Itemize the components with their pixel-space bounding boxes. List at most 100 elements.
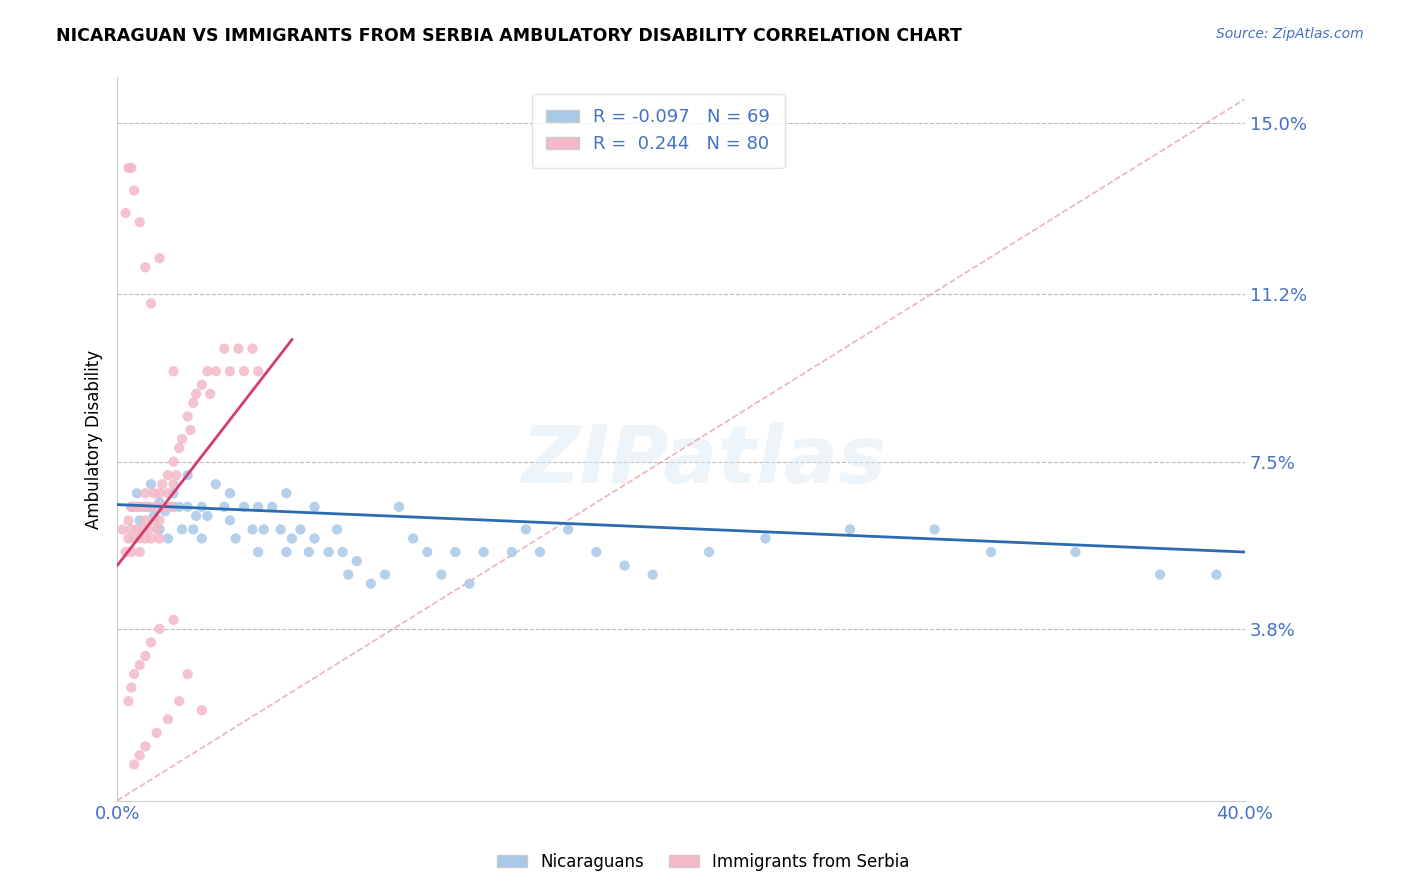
Point (225, 532, 247, 546)
Point (430, 567, 453, 582)
Point (114, 545, 136, 559)
Point (247, 545, 270, 559)
Point (139, 635, 162, 649)
Point (162, 477, 184, 491)
Point (176, 500, 198, 514)
Point (134, 260, 156, 275)
Point (1064, 545, 1087, 559)
Point (128, 658, 150, 673)
Point (122, 500, 145, 514)
Point (156, 486, 179, 500)
Point (170, 523, 193, 537)
Point (111, 523, 134, 537)
Point (184, 387, 207, 401)
Point (145, 500, 167, 514)
Point (262, 500, 284, 514)
Point (128, 215, 150, 229)
Point (120, 500, 142, 514)
Point (122, 667, 145, 681)
Point (125, 523, 148, 537)
Point (197, 364, 219, 378)
Point (117, 161, 139, 175)
Point (134, 648, 156, 663)
Point (142, 513, 165, 527)
Point (181, 396, 204, 410)
Point (924, 523, 946, 537)
Point (162, 613, 184, 627)
Point (148, 513, 170, 527)
Point (304, 532, 326, 546)
Point (219, 513, 242, 527)
Legend: Nicaraguans, Immigrants from Serbia: Nicaraguans, Immigrants from Serbia (488, 845, 918, 880)
Point (117, 694, 139, 708)
Point (200, 387, 222, 401)
Point (120, 500, 142, 514)
Point (181, 523, 204, 537)
Text: ZIPatlas: ZIPatlas (522, 422, 886, 500)
Point (458, 576, 481, 591)
Point (190, 377, 212, 392)
Point (162, 486, 184, 500)
Point (388, 500, 411, 514)
Point (153, 504, 176, 518)
Point (165, 468, 187, 483)
Point (326, 523, 349, 537)
Point (242, 342, 264, 356)
Point (184, 508, 207, 523)
Point (125, 486, 148, 500)
Point (179, 423, 201, 437)
Point (529, 545, 551, 559)
Point (374, 567, 396, 582)
Point (131, 523, 153, 537)
Point (304, 500, 326, 514)
Point (318, 545, 340, 559)
Point (472, 545, 495, 559)
Point (214, 342, 236, 356)
Point (139, 296, 162, 310)
Point (125, 500, 148, 514)
Point (444, 545, 467, 559)
Point (128, 500, 150, 514)
Point (219, 364, 242, 378)
Text: NICARAGUAN VS IMMIGRANTS FROM SERBIA AMBULATORY DISABILITY CORRELATION CHART: NICARAGUAN VS IMMIGRANTS FROM SERBIA AMB… (56, 27, 962, 45)
Point (515, 523, 537, 537)
Point (120, 545, 142, 559)
Point (167, 441, 190, 455)
Y-axis label: Ambulatory Disability: Ambulatory Disability (86, 350, 103, 529)
Point (162, 455, 184, 469)
Point (159, 500, 181, 514)
Point (276, 545, 298, 559)
Point (205, 364, 228, 378)
Point (416, 545, 439, 559)
Point (176, 667, 198, 681)
Point (501, 545, 523, 559)
Point (346, 554, 368, 568)
Point (139, 477, 162, 491)
Point (128, 532, 150, 546)
Point (150, 500, 173, 514)
Point (128, 545, 150, 559)
Point (697, 545, 720, 559)
Point (150, 477, 173, 491)
Point (176, 468, 198, 483)
Point (114, 206, 136, 220)
Point (134, 739, 156, 754)
Point (242, 523, 264, 537)
Point (148, 495, 170, 509)
Point (190, 532, 212, 546)
Point (139, 532, 162, 546)
Point (360, 576, 382, 591)
Point (134, 532, 156, 546)
Point (276, 486, 298, 500)
Point (153, 500, 176, 514)
Point (1149, 567, 1171, 582)
Point (613, 558, 636, 573)
Point (197, 508, 219, 523)
Point (190, 703, 212, 717)
Point (136, 500, 159, 514)
Point (136, 523, 159, 537)
Point (176, 409, 198, 424)
Point (332, 545, 354, 559)
Point (980, 545, 1002, 559)
Point (148, 622, 170, 636)
